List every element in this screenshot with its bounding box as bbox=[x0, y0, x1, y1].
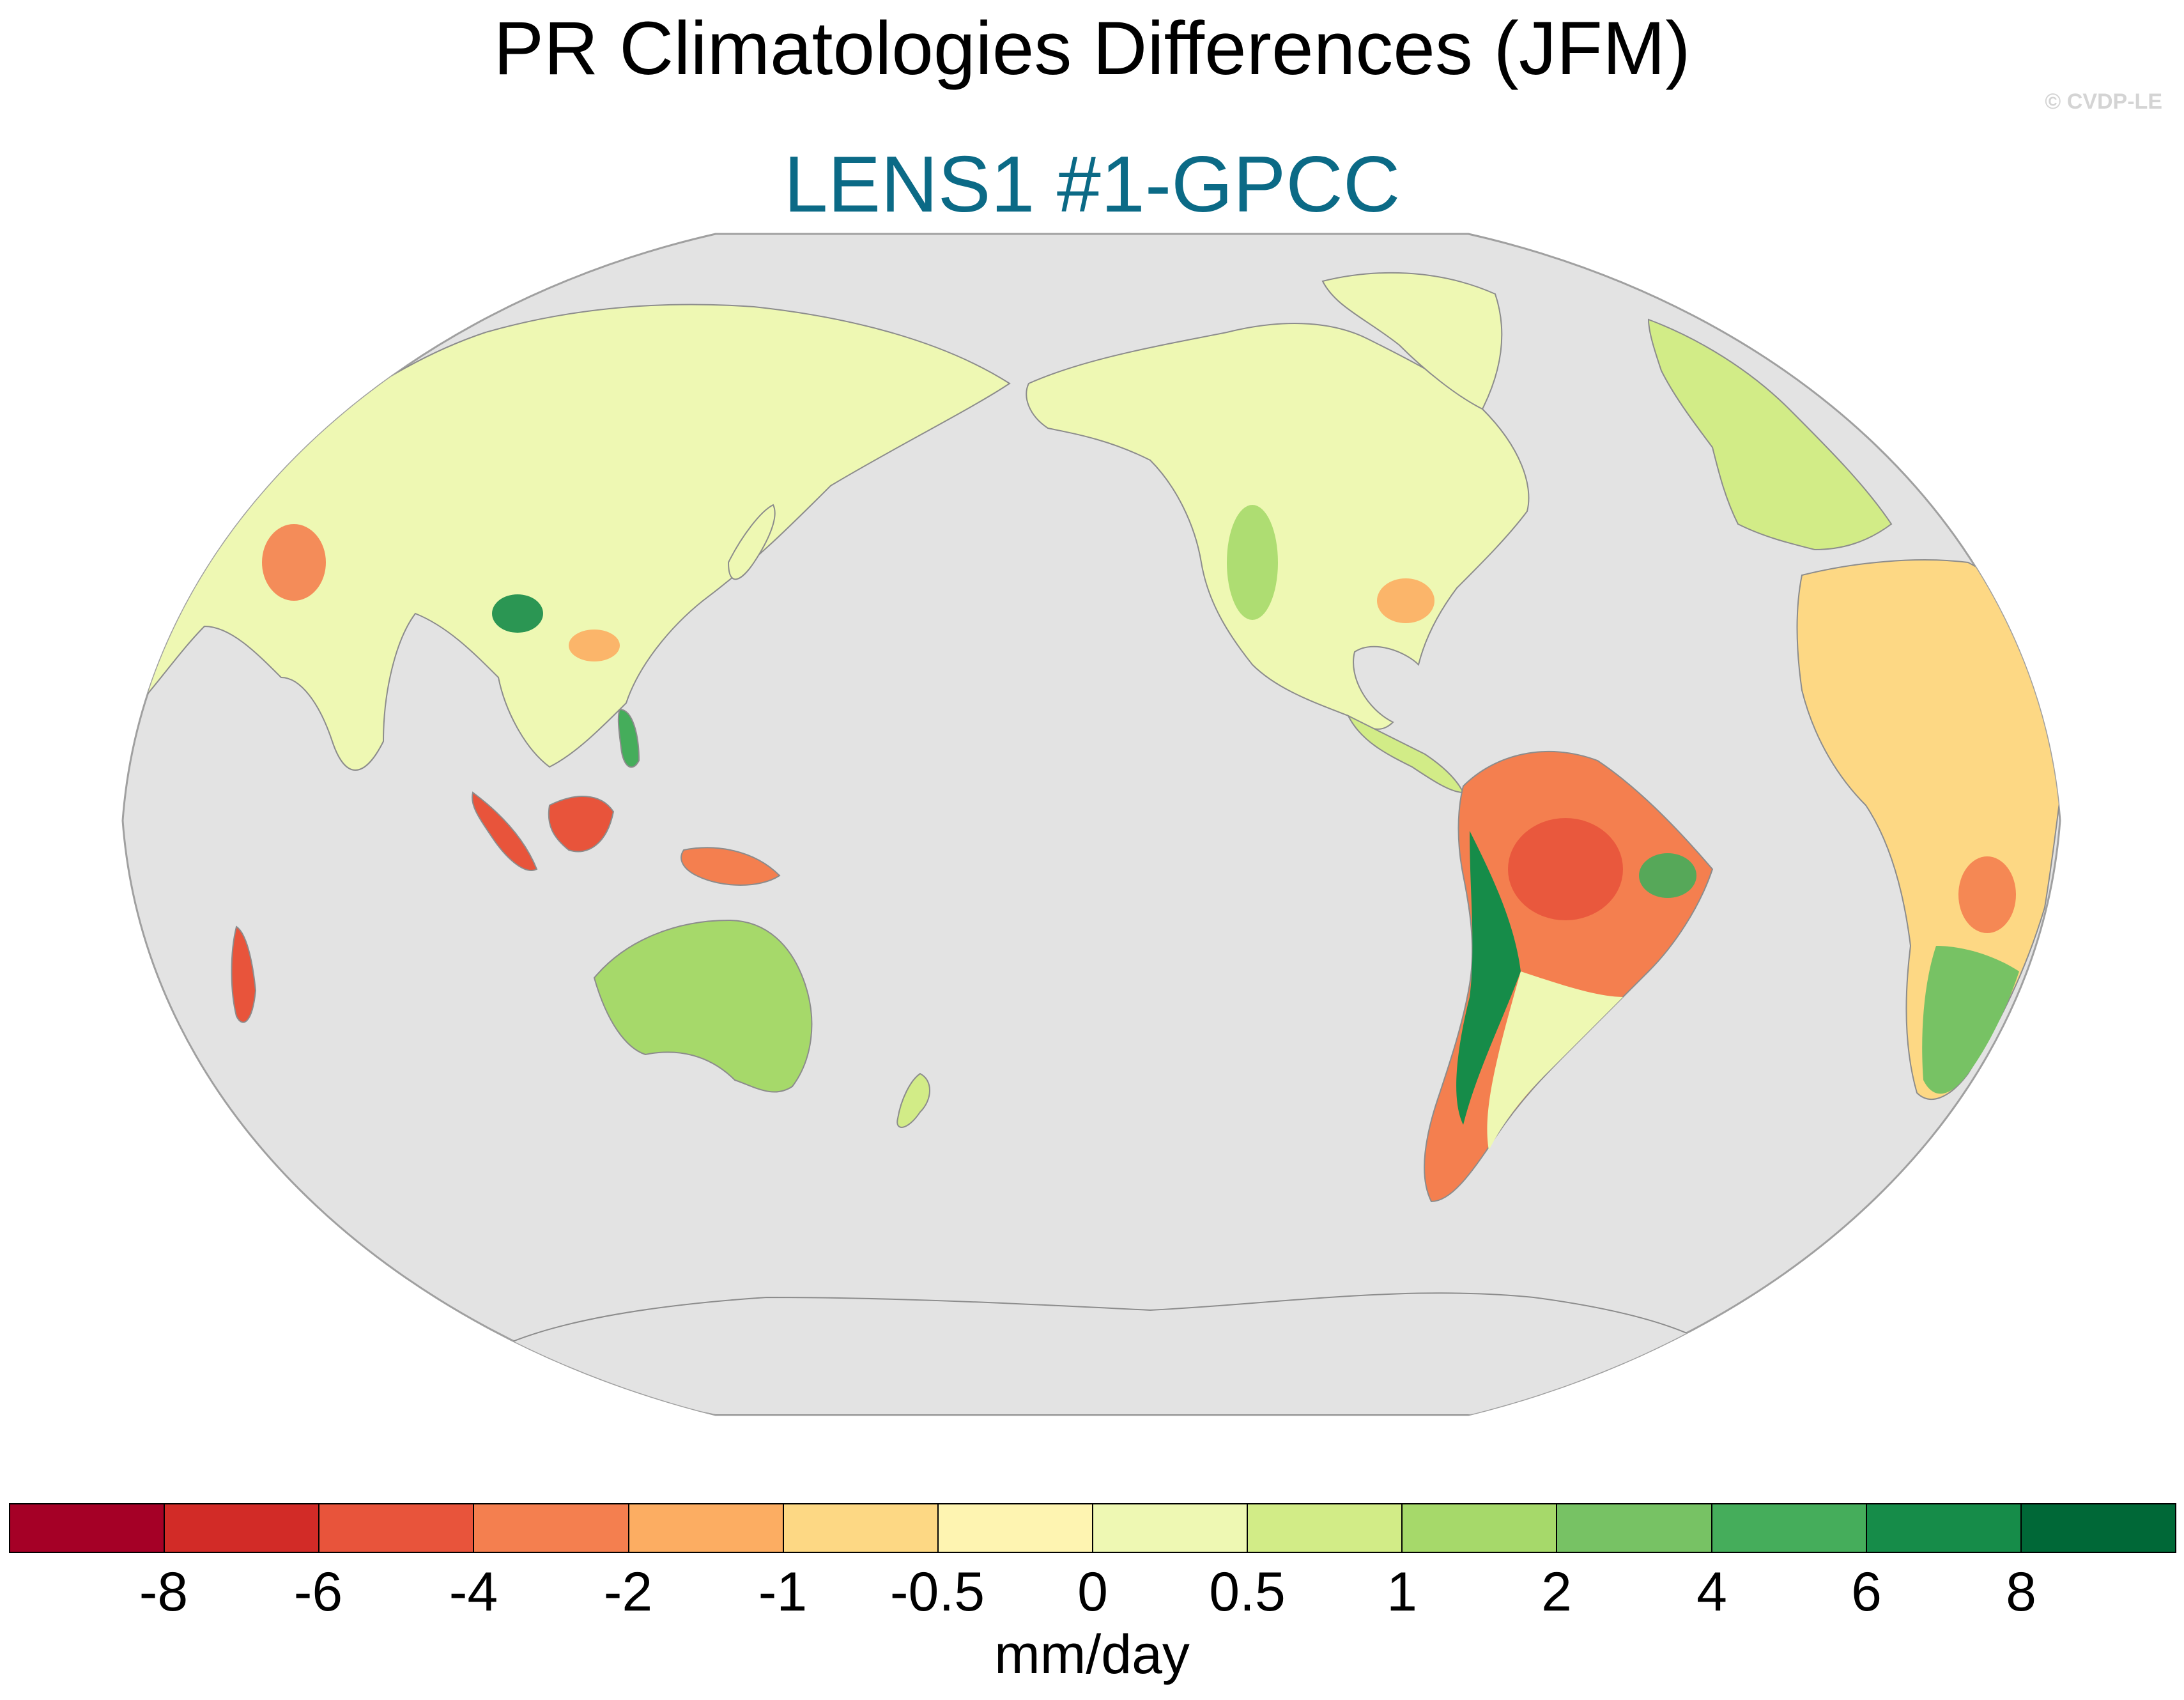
land-southern-africa-wet bbox=[1922, 946, 2019, 1094]
colorbar-segment bbox=[474, 1504, 629, 1552]
credit-watermark: © CVDP-LE bbox=[2045, 89, 2162, 114]
map-title: PR Climatologies Differences (JFM) bbox=[493, 6, 1691, 91]
colorbar-segment bbox=[783, 1504, 939, 1552]
colorbar-tick-label: 1 bbox=[1387, 1561, 1417, 1623]
colorbar-segment bbox=[319, 1504, 475, 1552]
colorbar-segment bbox=[1093, 1504, 1249, 1552]
colorbar-segment bbox=[1403, 1504, 1558, 1552]
land-andes-wet-zone bbox=[1456, 831, 1521, 1125]
colorbar-segment bbox=[1866, 1504, 2022, 1552]
colorbar-tick-label: 0 bbox=[1077, 1561, 1108, 1623]
anomaly-tibet-wet bbox=[492, 594, 543, 633]
colorbar-tick-label: 2 bbox=[1541, 1561, 1572, 1623]
land-greenland bbox=[1321, 272, 1503, 410]
anomaly-us-west-wet bbox=[1227, 505, 1278, 620]
colorbar bbox=[9, 1503, 2176, 1553]
colorbar-segment bbox=[2021, 1504, 2175, 1552]
colorbar-segment bbox=[1248, 1504, 1403, 1552]
anomaly-brazil-wet bbox=[1639, 853, 1696, 898]
colorbar-tick-label: -4 bbox=[449, 1561, 498, 1623]
anomaly-us-southeast-dry bbox=[1377, 578, 1434, 623]
colorbar-tick-label: 8 bbox=[2006, 1561, 2036, 1623]
colorbar-tick-label: -0.5 bbox=[889, 1561, 985, 1623]
land-madagascar bbox=[231, 925, 257, 1023]
colorbar-segment bbox=[165, 1504, 320, 1552]
colorbar-segment bbox=[1557, 1504, 1712, 1552]
land-southern-cone bbox=[1487, 971, 1623, 1150]
colorbar-units: mm/day bbox=[994, 1624, 1190, 1685]
land-new-guinea bbox=[681, 847, 781, 886]
colorbar-segment bbox=[938, 1504, 1093, 1552]
colorbar-segment bbox=[10, 1504, 165, 1552]
land-eurasia bbox=[127, 304, 1011, 771]
colorbar-tick-label: -6 bbox=[293, 1561, 343, 1623]
land-europe bbox=[1647, 318, 1893, 551]
land-new-zealand bbox=[896, 1072, 930, 1128]
land-borneo bbox=[548, 796, 615, 853]
colorbar-segment bbox=[629, 1504, 784, 1552]
colorbar-tick-label: 4 bbox=[1696, 1561, 1727, 1623]
land-north-america bbox=[1026, 323, 1530, 730]
map-subtitle: LENS1 #1-GPCC bbox=[783, 141, 1401, 229]
anomaly-china-dry bbox=[569, 630, 620, 661]
anomaly-east-africa-dry bbox=[1958, 856, 2016, 933]
land-japan bbox=[727, 504, 776, 580]
land-philippines bbox=[617, 708, 640, 768]
colorbar-tick-label: 6 bbox=[1851, 1561, 1882, 1623]
land-antarctica bbox=[509, 1292, 1726, 1415]
anomaly-himalaya-dry bbox=[262, 524, 326, 601]
colorbar-tick-label: 0.5 bbox=[1209, 1561, 1286, 1623]
anomaly-amazon-dry bbox=[1508, 818, 1623, 920]
land-australia bbox=[593, 919, 813, 1093]
colorbar-tick-label: -2 bbox=[603, 1561, 653, 1623]
colorbar-segment bbox=[1712, 1504, 1867, 1552]
colorbar-tick-label: -1 bbox=[758, 1561, 808, 1623]
land-sumatra bbox=[472, 791, 538, 871]
colorbar-tick-label: -8 bbox=[139, 1561, 188, 1623]
